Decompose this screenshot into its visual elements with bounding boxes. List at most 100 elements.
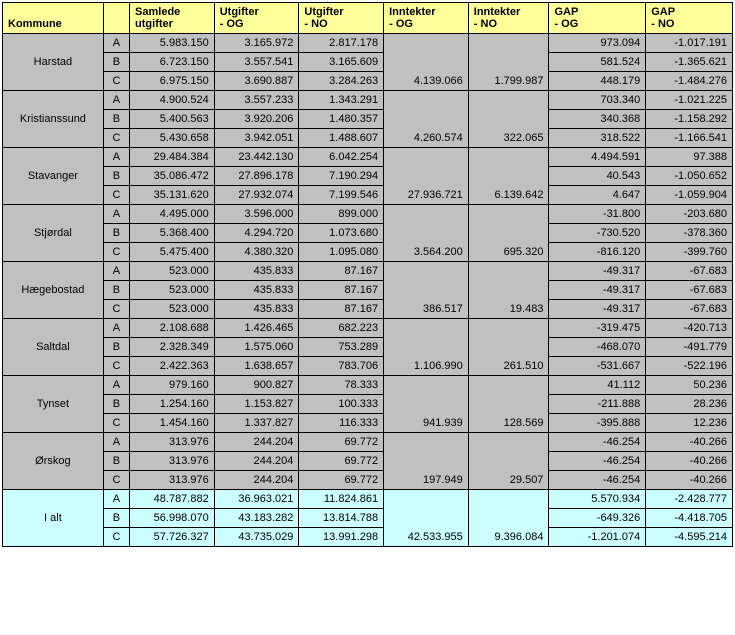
group-name: Tynset	[3, 376, 104, 433]
cell: 3.596.000	[214, 205, 299, 224]
cell: -1.017.191	[646, 34, 733, 53]
table-row: B2.328.3491.575.060753.289-468.070-491.7…	[3, 338, 733, 357]
cell: 28.236	[646, 395, 733, 414]
table-row: B5.368.4004.294.7201.073.680-730.520-378…	[3, 224, 733, 243]
cell: -67.683	[646, 300, 733, 319]
cell: 1.488.607	[299, 129, 384, 148]
table-header: KommuneSamledeutgifterUtgifter- OGUtgift…	[3, 3, 733, 34]
cell: 29.484.384	[130, 148, 215, 167]
cell: 69.772	[299, 452, 384, 471]
cell: 435.833	[214, 300, 299, 319]
cell: -49.317	[549, 262, 646, 281]
cell: A	[103, 205, 129, 224]
cell: C	[103, 243, 129, 262]
cell: 313.976	[130, 433, 215, 452]
cell: 244.204	[214, 452, 299, 471]
cell-inn_og: 386.517	[384, 262, 469, 319]
table-row: StjørdalA4.495.0003.596.000899.0003.564.…	[3, 205, 733, 224]
cell: 1.153.827	[214, 395, 299, 414]
cell: 36.963.021	[214, 490, 299, 509]
cell: -40.266	[646, 471, 733, 490]
cell: B	[103, 110, 129, 129]
col-header-label	[103, 3, 129, 34]
cell: 6.723.150	[130, 53, 215, 72]
cell-inn_no: 29.507	[468, 433, 549, 490]
col-header-inn_no: Inntekter- NO	[468, 3, 549, 34]
table-row: B1.254.1601.153.827100.333-211.88828.236	[3, 395, 733, 414]
table-row: B313.976244.20469.772-46.254-40.266	[3, 452, 733, 471]
cell: -49.317	[549, 300, 646, 319]
cell: 50.236	[646, 376, 733, 395]
cell: -1.365.621	[646, 53, 733, 72]
cell: 1.073.680	[299, 224, 384, 243]
table-row: B56.998.07043.183.28213.814.788-649.326-…	[3, 509, 733, 528]
table-row: C2.422.3631.638.657783.706-531.667-522.1…	[3, 357, 733, 376]
cell: -203.680	[646, 205, 733, 224]
col-header-utg_og: Utgifter- OG	[214, 3, 299, 34]
cell: -816.120	[549, 243, 646, 262]
cell: -1.021.225	[646, 91, 733, 110]
cell: B	[103, 53, 129, 72]
cell: 313.976	[130, 452, 215, 471]
cell-inn_no: 322.065	[468, 91, 549, 148]
cell: 87.167	[299, 262, 384, 281]
budget-table: KommuneSamledeutgifterUtgifter- OGUtgift…	[2, 2, 733, 547]
table-row: C1.454.1601.337.827116.333-395.88812.236	[3, 414, 733, 433]
cell: 1.095.080	[299, 243, 384, 262]
cell: 4.294.720	[214, 224, 299, 243]
cell-inn_og: 27.936.721	[384, 148, 469, 205]
table-row: B6.723.1503.557.5413.165.609581.524-1.36…	[3, 53, 733, 72]
table-row: C6.975.1503.690.8873.284.263448.179-1.48…	[3, 72, 733, 91]
cell: -4.595.214	[646, 528, 733, 547]
table-row: StavangerA29.484.38423.442.1306.042.2542…	[3, 148, 733, 167]
cell: 1.454.160	[130, 414, 215, 433]
cell: 35.086.472	[130, 167, 215, 186]
cell: -491.779	[646, 338, 733, 357]
cell: -649.326	[549, 509, 646, 528]
table-row: C523.000435.83387.167-49.317-67.683	[3, 300, 733, 319]
cell: 7.199.546	[299, 186, 384, 205]
table-row: C35.131.62027.932.0747.199.5464.647-1.05…	[3, 186, 733, 205]
cell: -46.254	[549, 433, 646, 452]
table-row: I altA48.787.88236.963.02111.824.86142.5…	[3, 490, 733, 509]
table-row: C57.726.32743.735.02913.991.298-1.201.07…	[3, 528, 733, 547]
cell: 1.343.291	[299, 91, 384, 110]
cell: 87.167	[299, 300, 384, 319]
cell: 3.557.233	[214, 91, 299, 110]
cell: 4.647	[549, 186, 646, 205]
cell: -1.050.652	[646, 167, 733, 186]
cell: 523.000	[130, 262, 215, 281]
cell: 5.570.934	[549, 490, 646, 509]
group-name: Harstad	[3, 34, 104, 91]
cell-inn_no: 1.799.987	[468, 34, 549, 91]
cell: 3.165.609	[299, 53, 384, 72]
cell: A	[103, 376, 129, 395]
cell: 1.254.160	[130, 395, 215, 414]
col-header-gap_og: GAP- OG	[549, 3, 646, 34]
cell-inn_og: 941.939	[384, 376, 469, 433]
cell: 87.167	[299, 281, 384, 300]
cell: 6.975.150	[130, 72, 215, 91]
cell: B	[103, 167, 129, 186]
table-row: C5.430.6583.942.0511.488.607318.522-1.16…	[3, 129, 733, 148]
group-name: Hægebostad	[3, 262, 104, 319]
table-row: B5.400.5633.920.2061.480.357340.368-1.15…	[3, 110, 733, 129]
cell: -378.360	[646, 224, 733, 243]
cell: 35.131.620	[130, 186, 215, 205]
group-name: Kristianssund	[3, 91, 104, 148]
cell-inn_no: 6.139.642	[468, 148, 549, 205]
table-row: C5.475.4004.380.3201.095.080-816.120-399…	[3, 243, 733, 262]
cell: -31.800	[549, 205, 646, 224]
col-header-gap_no: GAP- NO	[646, 3, 733, 34]
group-name: Saltdal	[3, 319, 104, 376]
cell: C	[103, 129, 129, 148]
cell: 27.896.178	[214, 167, 299, 186]
cell: 523.000	[130, 300, 215, 319]
cell: 1.426.465	[214, 319, 299, 338]
cell: C	[103, 528, 129, 547]
cell: B	[103, 338, 129, 357]
cell: -67.683	[646, 281, 733, 300]
cell: A	[103, 34, 129, 53]
col-header-inn_og: Inntekter- OG	[384, 3, 469, 34]
cell: C	[103, 357, 129, 376]
